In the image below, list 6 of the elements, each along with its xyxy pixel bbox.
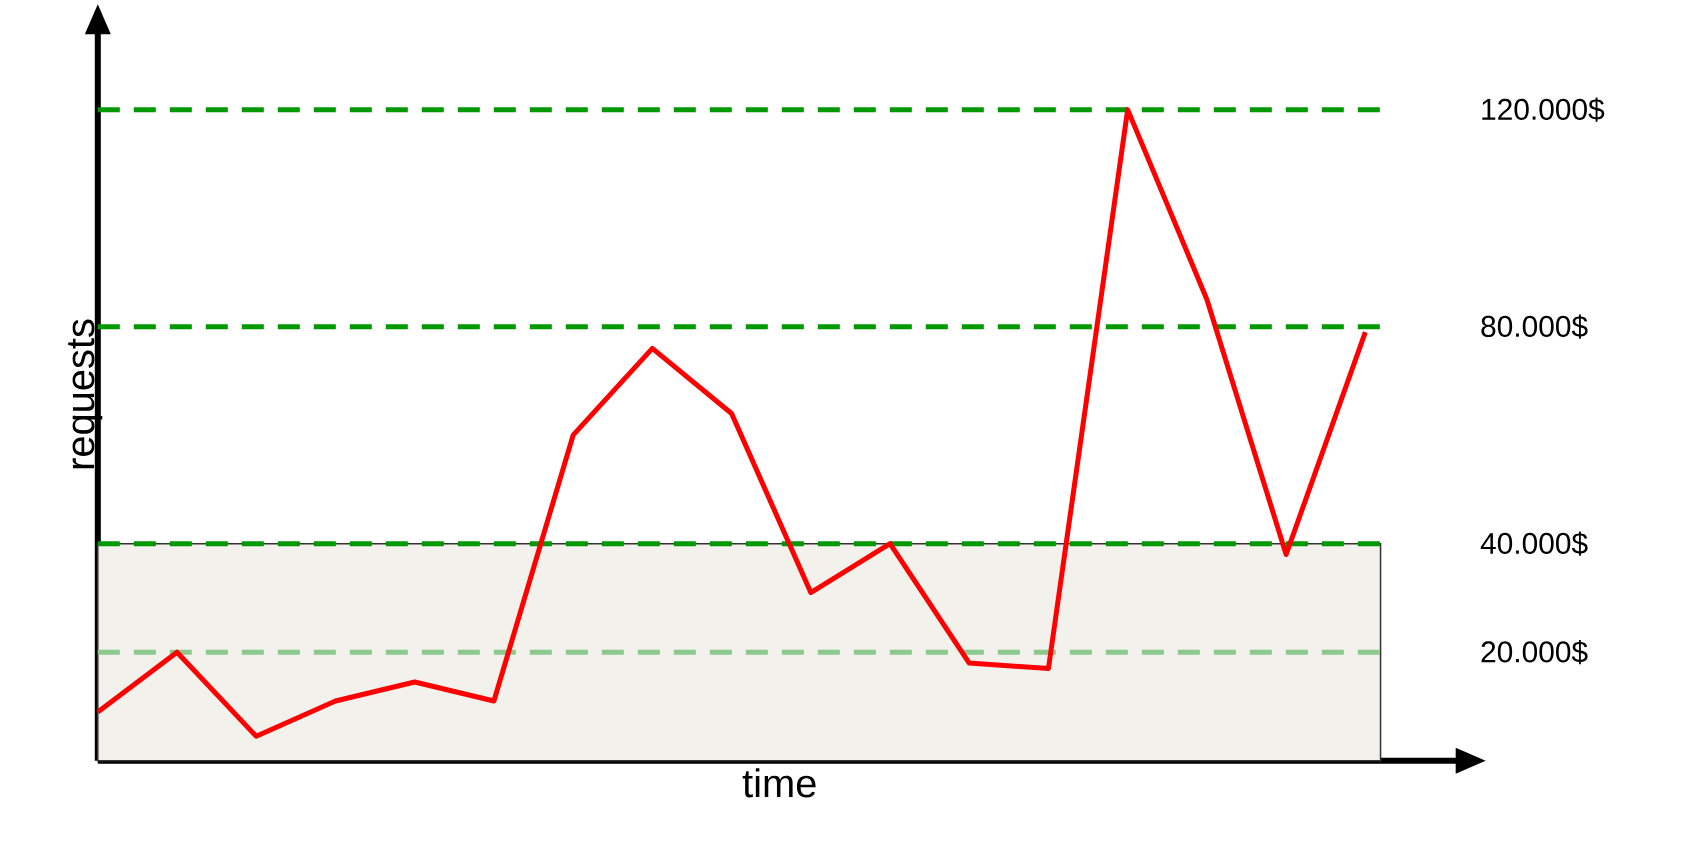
y-tick-label: 80.000$ [1481, 314, 1588, 339]
y-tick-label: 40.000$ [1480, 531, 1588, 556]
y-tick-label: 20.000$ [1481, 640, 1588, 665]
y-axis-title: requests [68, 319, 103, 469]
x-axis-title: time [742, 768, 816, 798]
y-tick-label: 120.000$ [1482, 97, 1605, 122]
